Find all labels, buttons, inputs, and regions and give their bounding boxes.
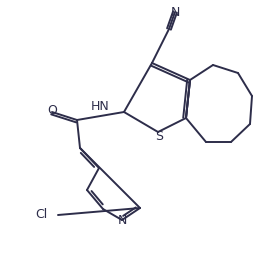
Text: Cl: Cl (36, 209, 48, 221)
Text: O: O (47, 104, 57, 118)
Text: S: S (155, 130, 163, 144)
Text: HN: HN (91, 100, 109, 114)
Text: N: N (170, 6, 180, 18)
Text: N: N (117, 214, 127, 226)
